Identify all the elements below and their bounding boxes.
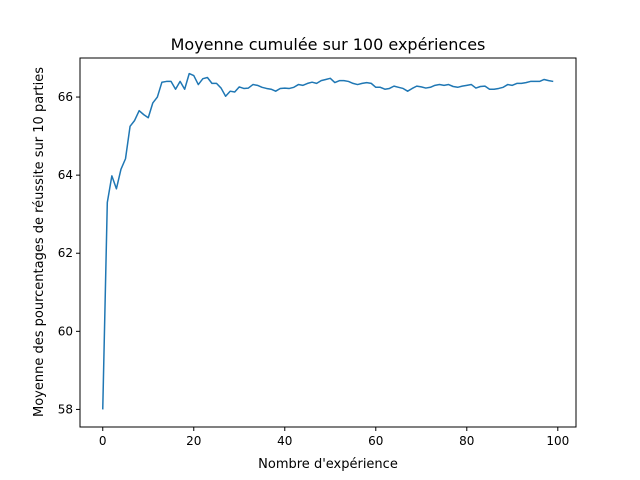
y-tick-label: 62: [58, 246, 73, 260]
series-line-0: [102, 72, 554, 410]
x-tick-label: 20: [186, 434, 201, 448]
y-axis-label: Moyenne des pourcentages de réussite sur…: [32, 67, 47, 417]
axis-ticks: 0 20 40 60 80 100 58 60 62 64 66: [58, 90, 570, 448]
axes-frame: [79, 57, 577, 428]
chart-title: Moyenne cumulée sur 100 expériences: [171, 35, 486, 54]
x-tick-label: 100: [546, 434, 569, 448]
y-tick-label: 64: [58, 168, 73, 182]
x-tick-label: 60: [368, 434, 383, 448]
x-axis-label: Nombre d'expérience: [258, 457, 398, 472]
y-tick-label: 60: [58, 324, 73, 338]
y-tick-label: 58: [58, 402, 73, 416]
x-tick-label: 0: [99, 434, 107, 448]
x-tick-label: 40: [277, 434, 292, 448]
x-tick-label: 80: [459, 434, 474, 448]
plot-area: [102, 72, 554, 410]
y-tick-label: 66: [58, 90, 73, 104]
